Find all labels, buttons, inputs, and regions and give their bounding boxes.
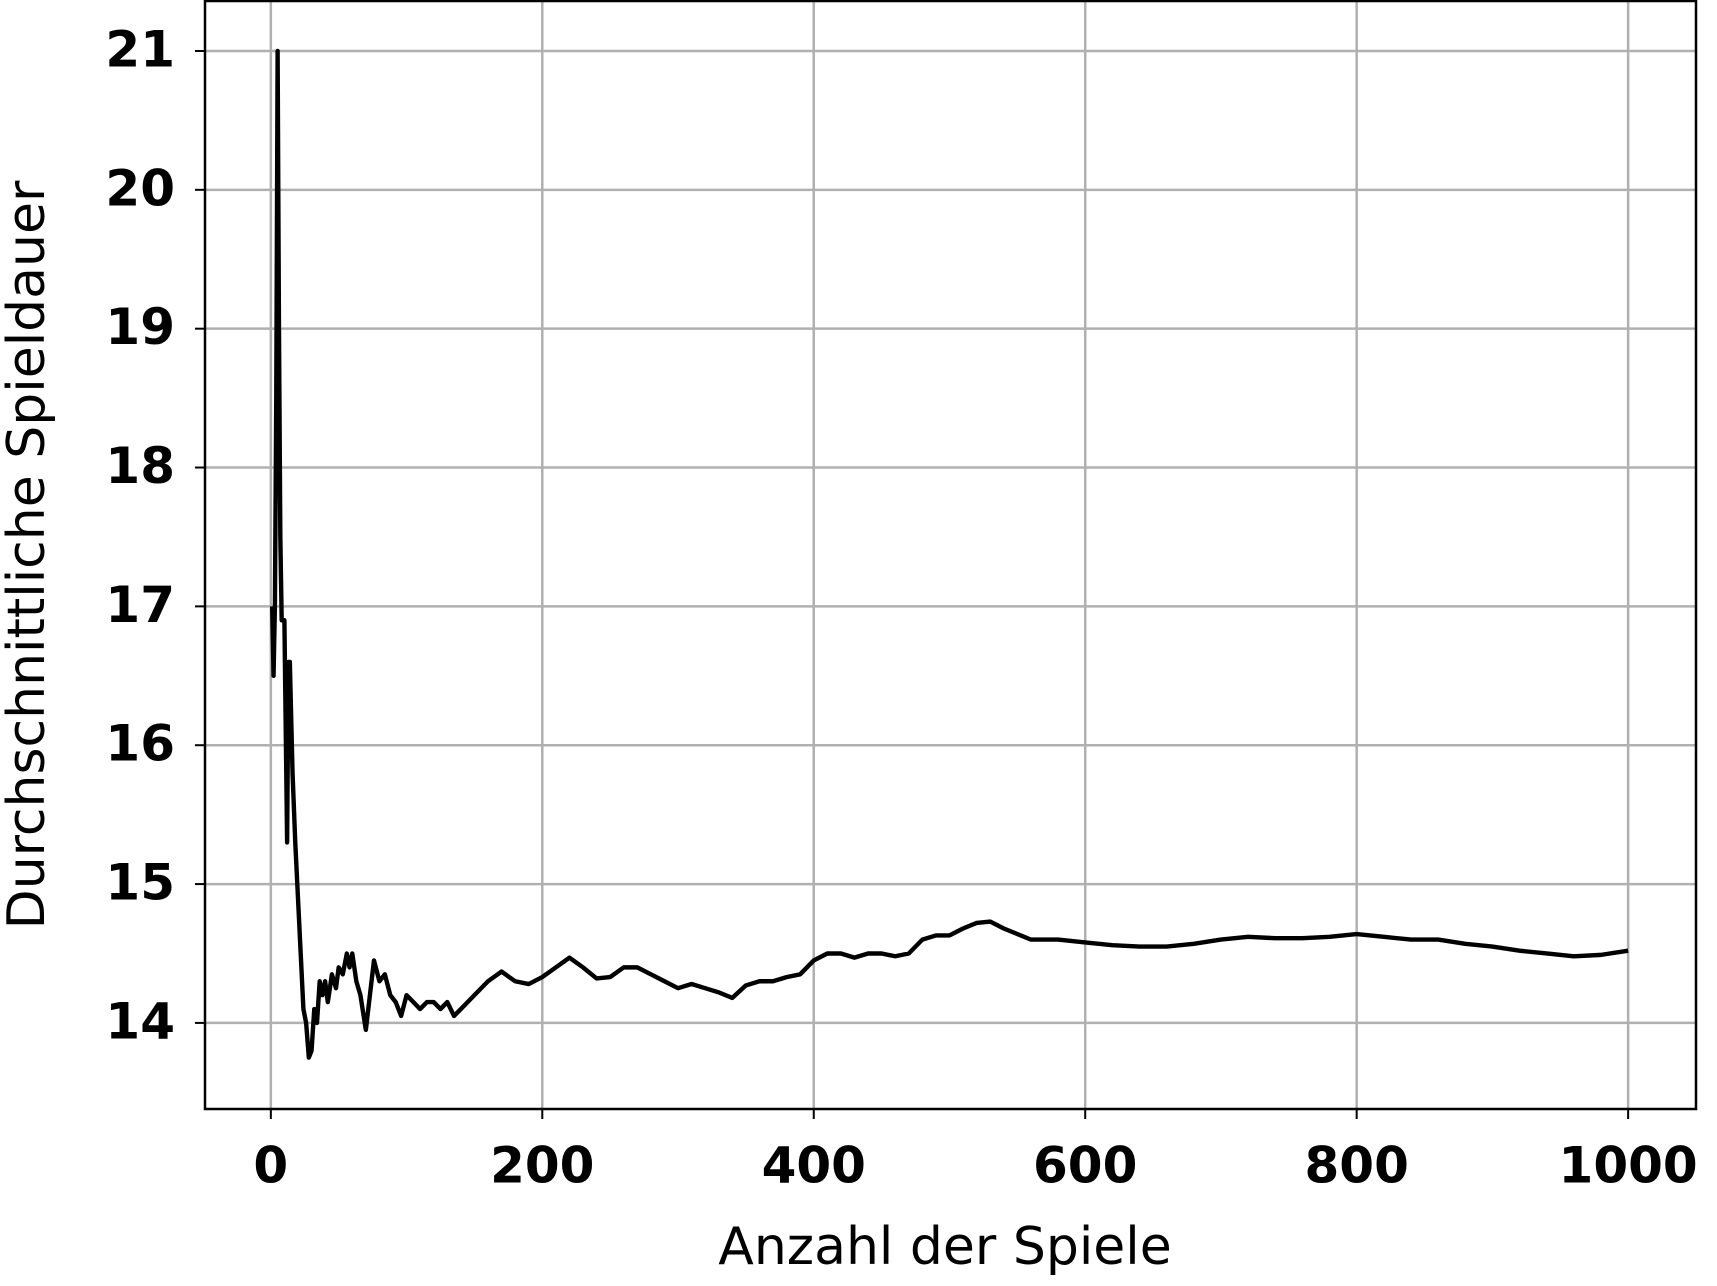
x-tick-label: 400 <box>762 1137 866 1195</box>
y-axis-label: Durchschnittliche Spieldauer <box>0 180 57 929</box>
x-tick-label: 200 <box>490 1137 594 1195</box>
y-tick-label: 19 <box>105 298 175 356</box>
x-tick-label: 1000 <box>1559 1137 1698 1195</box>
x-tick-label: 800 <box>1304 1137 1408 1195</box>
plot-frame <box>203 0 1698 1111</box>
x-tick-label: 600 <box>1033 1137 1137 1195</box>
y-tick-label: 15 <box>105 854 175 912</box>
y-tick-label: 14 <box>105 992 175 1050</box>
y-tick-label: 18 <box>105 437 175 495</box>
x-axis-label: Anzahl der Spiele <box>718 1217 1171 1277</box>
data-line <box>269 48 1629 1060</box>
y-tick-label: 17 <box>105 576 175 634</box>
y-tick-label: 21 <box>105 20 175 78</box>
y-tick-label: 20 <box>105 159 175 217</box>
x-tick-label: 0 <box>253 1137 288 1195</box>
y-tick-label: 16 <box>105 715 175 773</box>
